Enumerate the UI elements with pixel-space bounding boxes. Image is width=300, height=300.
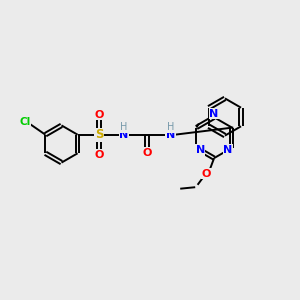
Text: N: N: [166, 130, 175, 140]
Text: S: S: [95, 128, 103, 141]
Text: N: N: [196, 145, 205, 155]
Text: H: H: [167, 122, 174, 132]
Text: O: O: [94, 110, 104, 120]
Text: H: H: [120, 122, 127, 132]
Text: N: N: [224, 145, 232, 155]
Text: Cl: Cl: [20, 117, 31, 127]
Text: O: O: [94, 149, 104, 160]
Text: N: N: [209, 109, 219, 118]
Text: O: O: [202, 169, 211, 179]
Text: O: O: [142, 148, 152, 158]
Text: N: N: [119, 130, 128, 140]
